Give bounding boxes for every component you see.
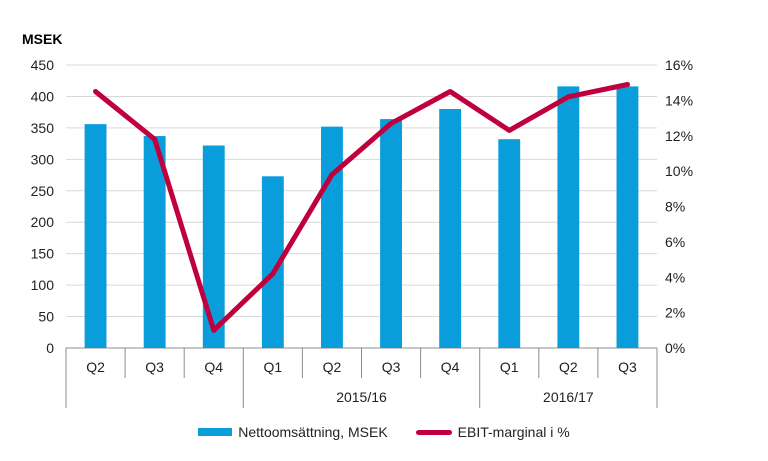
legend-item-bars: Nettoomsättning, MSEK [198,424,388,440]
legend-swatch-line [415,429,452,435]
x-tick-label: Q3 [382,359,401,375]
bar [439,109,462,349]
bar [261,176,284,348]
bar [557,86,580,348]
bar [202,145,225,348]
y-left-tick-label: 100 [31,277,55,293]
x-tick-label: Q2 [323,359,342,375]
x-tick-label: Q4 [441,359,460,375]
y-left-tick-label: 0 [46,340,54,356]
y-left-tick-label: 50 [38,309,54,325]
y-left-tick-label: 450 [31,57,55,73]
bar [321,126,343,349]
group-label: 2015/16 [336,389,387,405]
y-right-tick-label: 16% [665,57,693,73]
y-right-tick-label: 6% [665,234,685,250]
y-left-tick-label: 400 [31,88,55,104]
y-left-tick-label: 150 [31,246,55,262]
bar [84,124,107,348]
y-left-tick-label: 250 [31,183,55,199]
series-line-ebit-marginal [93,82,630,333]
x-tick-label: Q3 [145,359,164,375]
x-tick-label: Q1 [500,359,519,375]
x-tick-label: Q1 [264,359,283,375]
legend-item-line: EBIT-marginal i % [415,424,570,440]
y-left-tick-label: 350 [31,120,55,136]
bar [143,136,166,348]
x-tick-label: Q2 [86,359,105,375]
y-right-tick-label: 14% [665,92,693,108]
legend-label-line: EBIT-marginal i % [457,424,570,440]
bar [616,86,639,348]
legend-label-bars: Nettoomsättning, MSEK [238,424,388,440]
x-tick-label: Q2 [559,359,578,375]
y-right-tick-label: 0% [665,340,685,356]
bar [380,119,402,348]
y-right-tick-label: 2% [665,305,685,321]
y-right-tick-label: 8% [665,199,685,215]
legend: Nettoomsättning, MSEK EBIT-marginal i % [0,424,768,440]
y-right-tick-label: 12% [665,128,693,144]
x-tick-label: Q4 [204,359,223,375]
bar [498,139,521,348]
group-label: 2016/17 [543,389,594,405]
x-tick-label: Q3 [618,359,637,375]
legend-swatch-bar [198,428,233,436]
y-left-tick-label: 200 [31,214,55,230]
y-axis-unit-label: MSEK [22,31,63,47]
y-right-tick-label: 10% [665,163,693,179]
y-left-tick-label: 300 [31,151,55,167]
y-right-tick-label: 4% [665,269,685,285]
